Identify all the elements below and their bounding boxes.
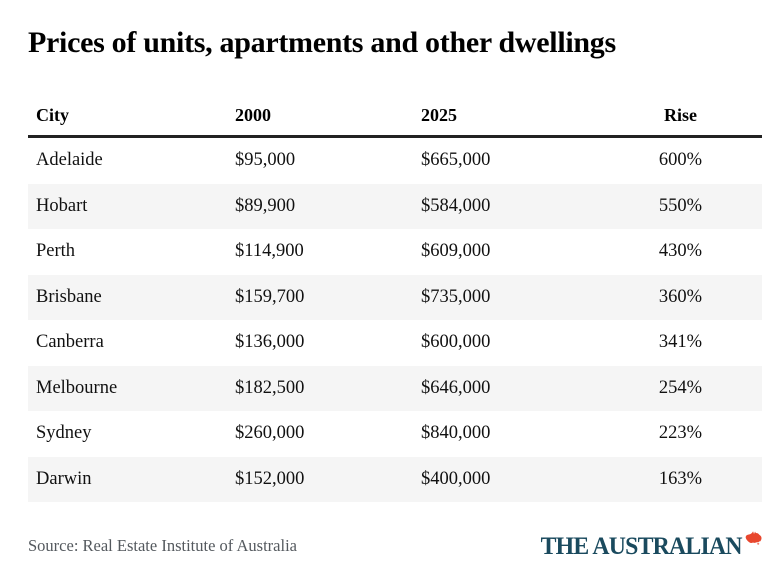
table-row-brisbane: Brisbane $159,700 $735,000 360% xyxy=(28,274,762,320)
cell-rise: 550% xyxy=(658,195,703,216)
table-body: Adelaide $95,000 $665,000 600% Hobart $8… xyxy=(28,138,762,502)
cell-price-2000: $136,000 xyxy=(235,332,305,353)
cell-price-2025: $609,000 xyxy=(421,241,491,262)
cell-price-2000: $182,500 xyxy=(235,377,305,398)
cell-price-2000: $89,900 xyxy=(235,195,296,216)
cell-price-2000: $159,700 xyxy=(235,286,305,307)
cell-price-2025: $584,000 xyxy=(421,195,491,216)
table-row-perth: Perth $114,900 $609,000 430% xyxy=(28,229,762,275)
cell-city: Darwin xyxy=(36,468,92,489)
cell-rise: 254% xyxy=(658,377,703,398)
cell-city: Canberra xyxy=(36,332,104,353)
cell-price-2025: $735,000 xyxy=(421,286,491,307)
cell-price-2025: $400,000 xyxy=(421,468,491,489)
cell-rise: 430% xyxy=(658,241,703,262)
cell-price-2025: $646,000 xyxy=(421,377,491,398)
cell-price-2025: $600,000 xyxy=(421,332,491,353)
table-row-melbourne: Melbourne $182,500 $646,000 254% xyxy=(28,365,762,411)
cell-city: Melbourne xyxy=(36,377,118,398)
cell-rise: 223% xyxy=(658,423,703,444)
column-header-rise: Rise xyxy=(664,105,697,125)
cell-price-2000: $260,000 xyxy=(235,423,305,444)
column-header-2000: 2000 xyxy=(235,105,271,125)
table-row-adelaide: Adelaide $95,000 $665,000 600% xyxy=(28,138,762,184)
cell-price-2025: $665,000 xyxy=(421,150,491,171)
footer: Source: Real Estate Institute of Austral… xyxy=(28,530,762,561)
cell-rise: 360% xyxy=(658,286,703,307)
cell-city: Brisbane xyxy=(36,286,102,307)
australia-map-icon xyxy=(745,530,762,545)
table-row-hobart: Hobart $89,900 $584,000 550% xyxy=(28,183,762,229)
cell-city: Adelaide xyxy=(36,150,103,171)
cell-rise: 163% xyxy=(658,468,703,489)
cell-rise: 600% xyxy=(658,150,703,171)
cell-city: Perth xyxy=(36,241,76,262)
column-header-city: City xyxy=(36,105,69,125)
prices-table: City 2000 2025 Rise Adelaide $95,000 $66… xyxy=(28,96,762,502)
cell-price-2000: $95,000 xyxy=(235,150,296,171)
table-row-canberra: Canberra $136,000 $600,000 341% xyxy=(28,320,762,366)
page-title: Prices of units, apartments and other dw… xyxy=(28,26,616,59)
cell-city: Sydney xyxy=(36,423,92,444)
brand-wordmark: THE AUSTRALIAN xyxy=(540,532,743,560)
source-note: Source: Real Estate Institute of Austral… xyxy=(28,536,297,555)
cell-price-2000: $152,000 xyxy=(235,468,305,489)
column-header-2025: 2025 xyxy=(421,105,457,125)
cell-price-2025: $840,000 xyxy=(421,423,491,444)
cell-city: Hobart xyxy=(36,195,88,216)
table-row-sydney: Sydney $260,000 $840,000 223% xyxy=(28,411,762,457)
cell-price-2000: $114,900 xyxy=(235,241,304,262)
table-header-row: City 2000 2025 Rise xyxy=(28,96,762,138)
table-row-darwin: Darwin $152,000 $400,000 163% xyxy=(28,456,762,502)
cell-rise: 341% xyxy=(658,332,703,353)
the-australian-logo: THE AUSTRALIAN xyxy=(530,530,762,560)
